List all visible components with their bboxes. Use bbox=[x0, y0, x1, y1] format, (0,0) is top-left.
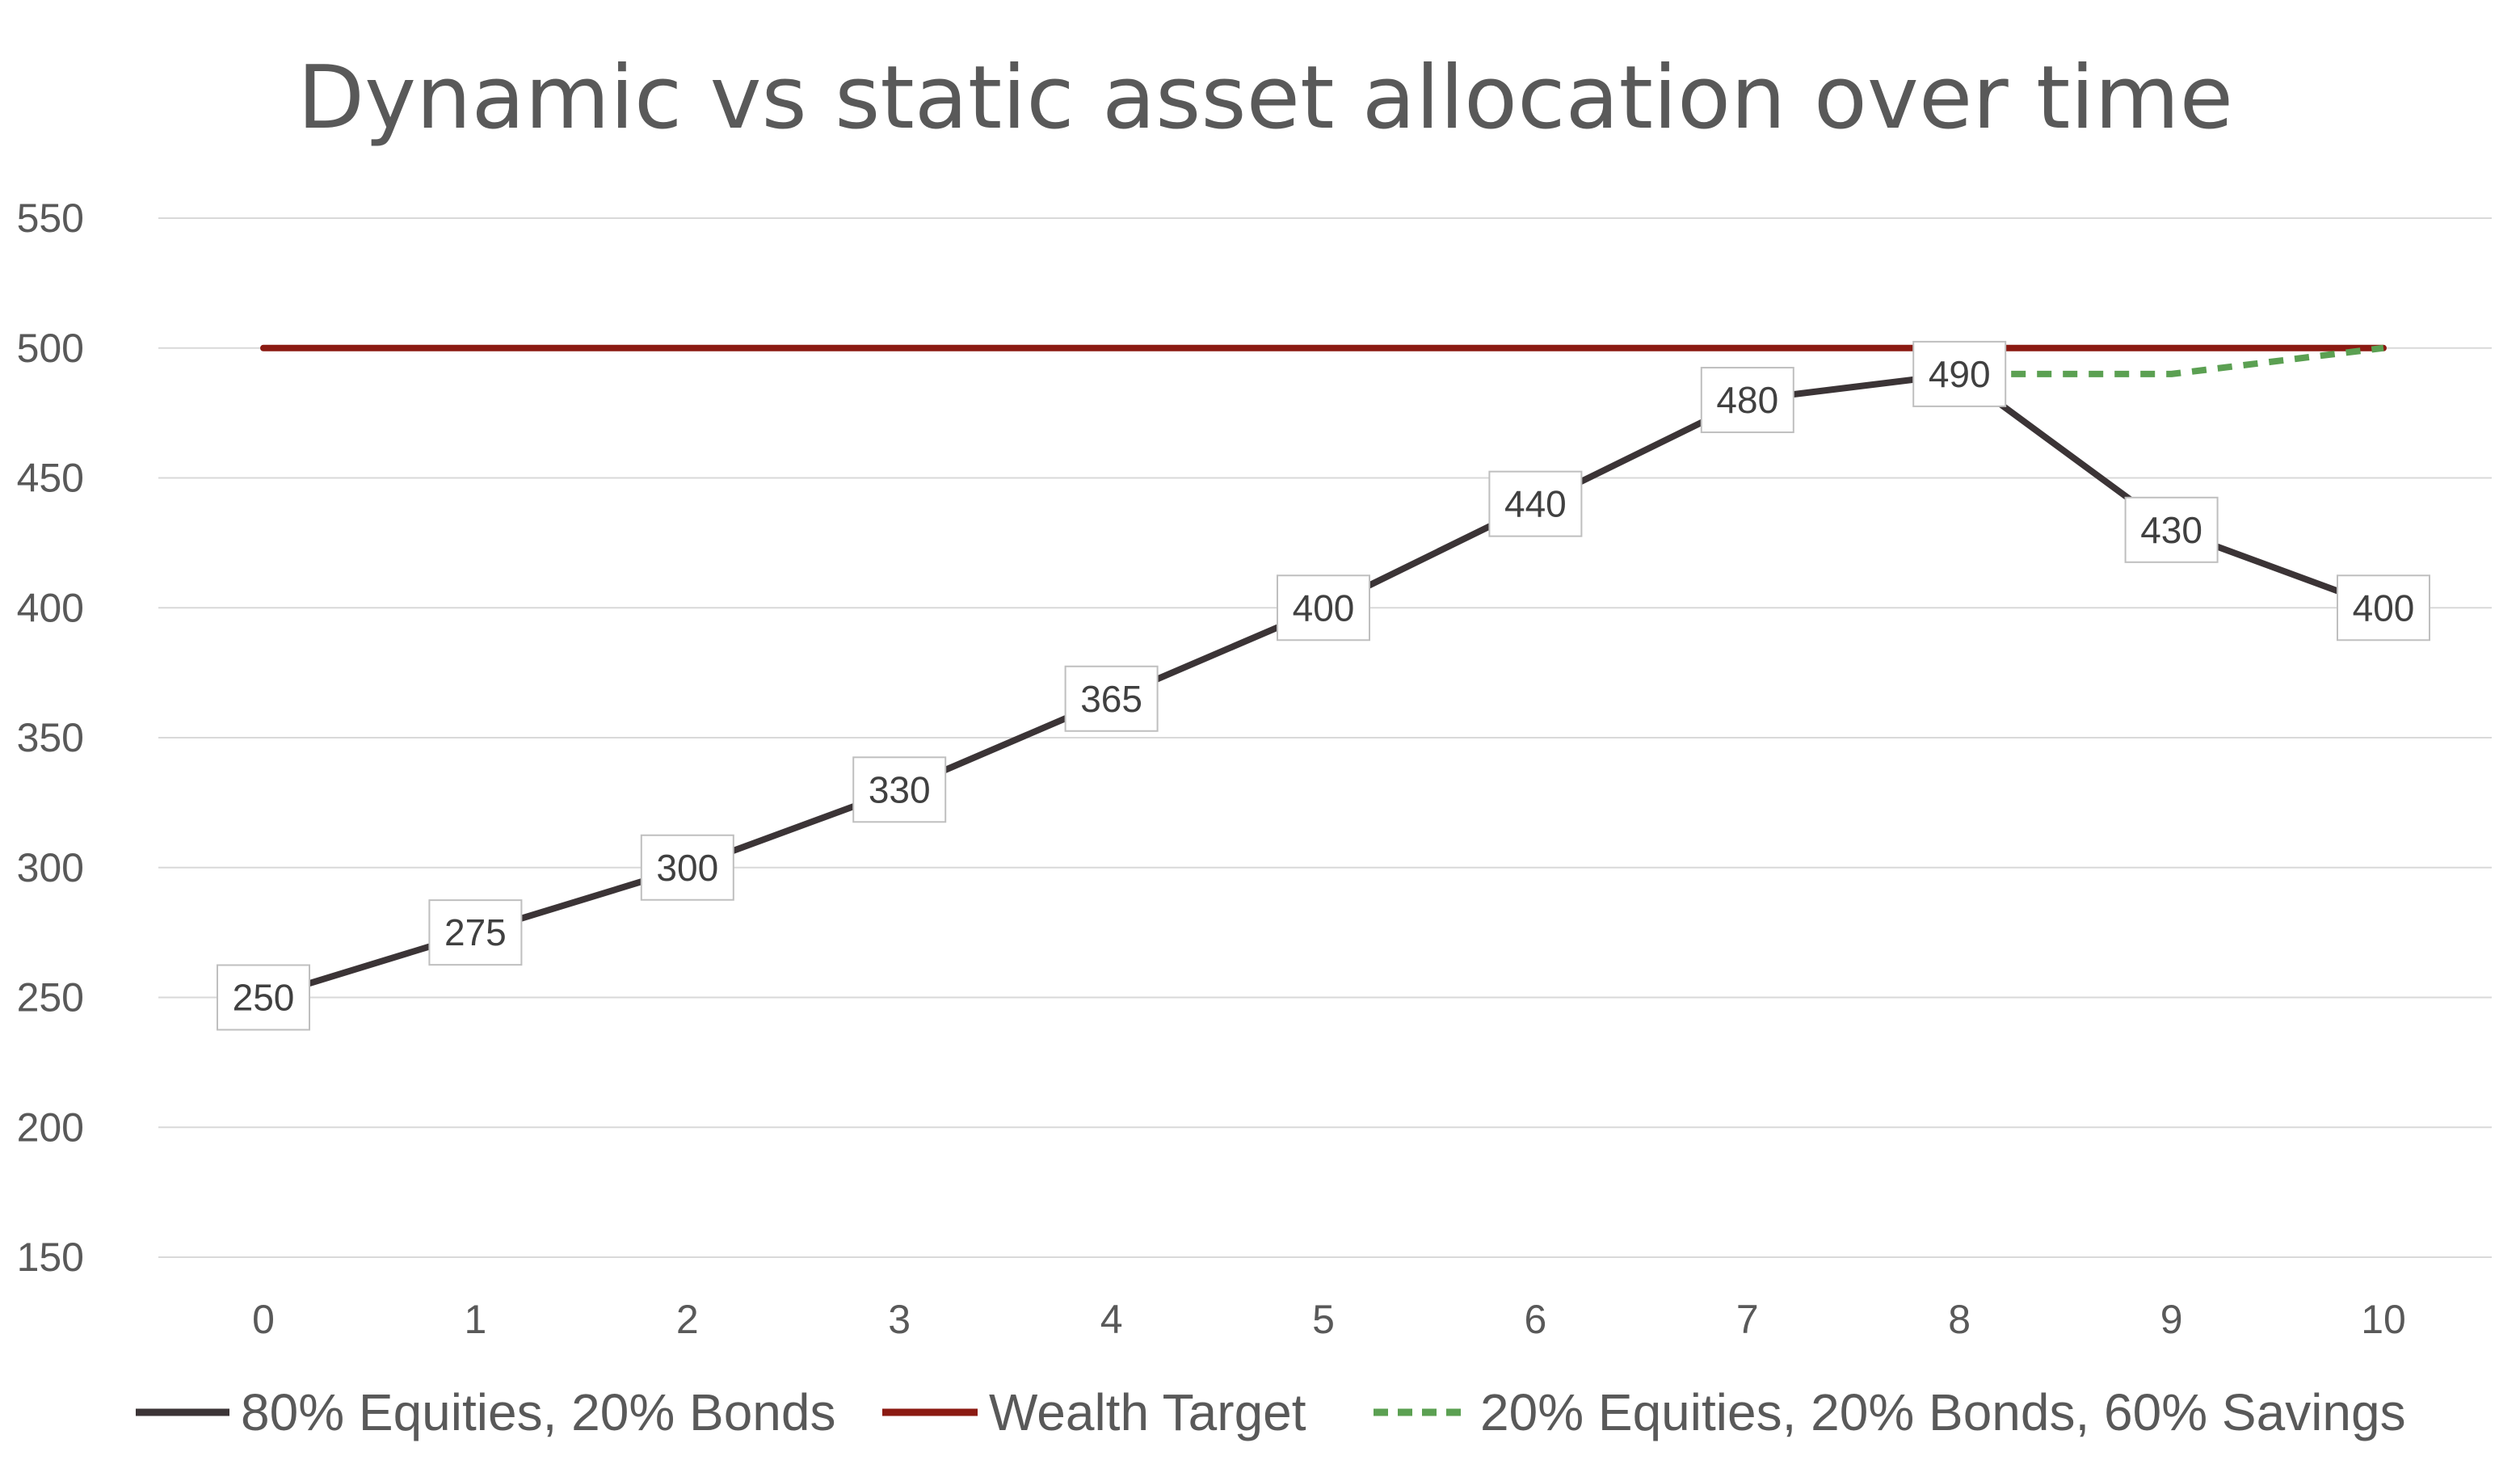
y-tick-label: 300 bbox=[17, 845, 84, 890]
data-label-text: 365 bbox=[1080, 678, 1142, 720]
data-label: 330 bbox=[852, 756, 947, 823]
y-tick-label: 150 bbox=[17, 1235, 84, 1280]
y-tick-label: 500 bbox=[17, 326, 84, 371]
x-tick-label: 9 bbox=[2160, 1297, 2183, 1342]
y-tick-label: 200 bbox=[17, 1104, 84, 1150]
y-tick-label: 400 bbox=[17, 585, 84, 630]
legend-label: 80% Equities, 20% Bonds bbox=[241, 1383, 835, 1441]
data-label-box bbox=[2337, 574, 2430, 642]
legend-label: 20% Equities, 20% Bonds, 60% Savings bbox=[1480, 1383, 2406, 1441]
data-label: 300 bbox=[640, 834, 734, 901]
legend: 80% Equities, 20% Bonds Wealth Target 20% … bbox=[136, 1383, 2406, 1441]
x-tick-label: 10 bbox=[2361, 1297, 2406, 1342]
y-tick-label: 350 bbox=[17, 715, 84, 760]
data-label-box bbox=[1064, 665, 1159, 732]
series-line-0 bbox=[260, 370, 2387, 1001]
legend-label: Wealth Target bbox=[989, 1383, 1306, 1441]
data-label-text: 400 bbox=[1293, 587, 1355, 629]
x-tick-label: 8 bbox=[1948, 1297, 1971, 1342]
x-tick-label: 0 bbox=[252, 1297, 275, 1342]
data-label: 400 bbox=[2337, 574, 2430, 642]
y-tick-label: 450 bbox=[17, 456, 84, 501]
x-tick-label: 2 bbox=[676, 1297, 699, 1342]
data-label: 250 bbox=[217, 964, 310, 1031]
data-label-box bbox=[1277, 574, 1370, 642]
data-label-box bbox=[1488, 470, 1583, 537]
y-tick-label: 550 bbox=[17, 196, 84, 241]
series-line-2 bbox=[1959, 344, 2384, 377]
data-label-text: 275 bbox=[444, 911, 507, 953]
data-label: 275 bbox=[428, 899, 523, 966]
data-label-box bbox=[1912, 340, 2007, 407]
x-tick-label: 3 bbox=[888, 1297, 911, 1342]
data-label-text: 440 bbox=[1504, 483, 1567, 525]
data-label: 400 bbox=[1277, 574, 1370, 642]
data-label-text: 490 bbox=[1929, 353, 1991, 395]
x-tick-label: 7 bbox=[1736, 1297, 1759, 1342]
x-tick-label: 6 bbox=[1524, 1297, 1546, 1342]
x-tick-label: 4 bbox=[1100, 1297, 1123, 1342]
data-label-box bbox=[217, 964, 310, 1031]
series-lines bbox=[260, 344, 2387, 1001]
data-label: 365 bbox=[1064, 665, 1159, 732]
data-label-text: 300 bbox=[656, 847, 718, 889]
y-axis-ticks: 150 200 250 300 350 400 450 500 550 bbox=[17, 196, 84, 1280]
data-label-box bbox=[428, 899, 523, 966]
data-label-text: 430 bbox=[2140, 509, 2202, 551]
data-label-text: 480 bbox=[1716, 379, 1778, 421]
chart-title: Dynamic vs static asset allocation over … bbox=[297, 48, 2233, 149]
x-tick-label: 5 bbox=[1312, 1297, 1335, 1342]
data-label: 430 bbox=[2124, 496, 2219, 563]
legend-item: 20% Equities, 20% Bonds, 60% Savings bbox=[1374, 1383, 2406, 1441]
data-label-box bbox=[2124, 496, 2219, 563]
data-label-text: 400 bbox=[2353, 587, 2415, 629]
x-axis-ticks: 0 1 2 3 4 5 6 7 8 9 10 bbox=[252, 1297, 2406, 1342]
legend-item: 80% Equities, 20% Bonds bbox=[136, 1383, 835, 1441]
data-label-text: 330 bbox=[869, 768, 931, 810]
y-tick-label: 250 bbox=[17, 975, 84, 1020]
x-tick-label: 1 bbox=[464, 1297, 486, 1342]
legend-item: Wealth Target bbox=[882, 1383, 1306, 1441]
data-label: 440 bbox=[1488, 470, 1583, 537]
data-label-box bbox=[852, 756, 947, 823]
data-label: 490 bbox=[1912, 340, 2007, 407]
data-label-box bbox=[1700, 367, 1794, 434]
data-label: 480 bbox=[1700, 367, 1794, 434]
data-label-text: 250 bbox=[233, 977, 295, 1019]
data-labels: 250 275 300 330 365 400 440 480 490 430 400 bbox=[217, 340, 2430, 1031]
data-label-box bbox=[640, 834, 734, 901]
